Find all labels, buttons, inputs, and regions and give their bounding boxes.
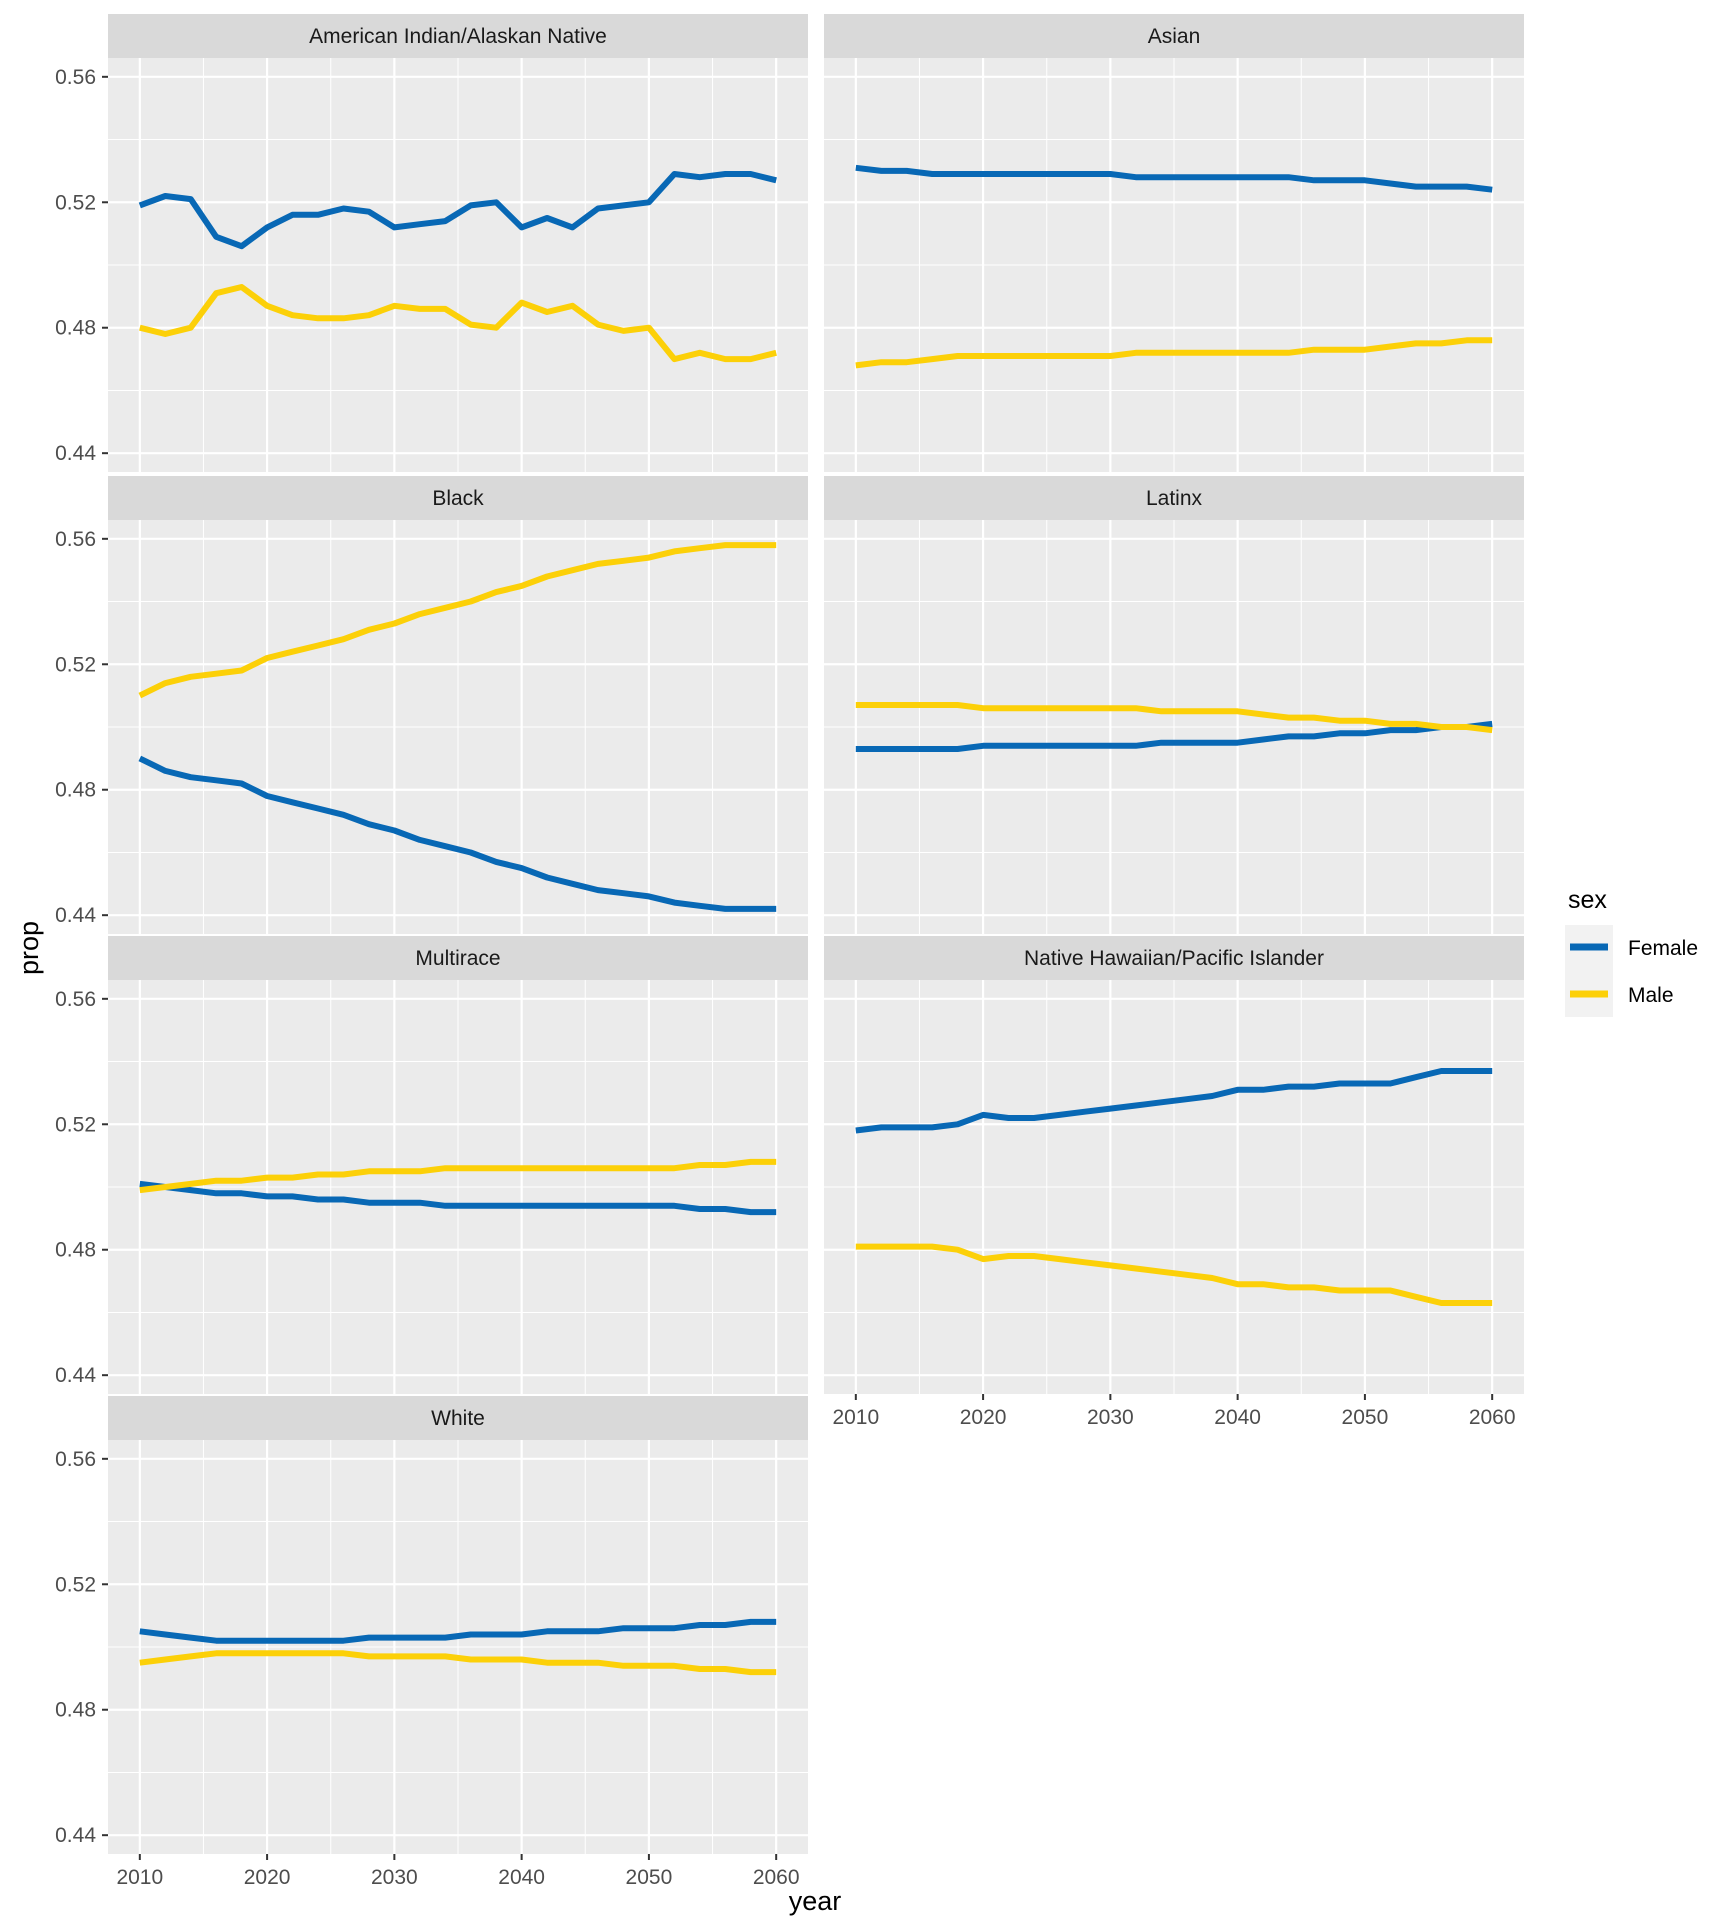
facet-strip [108, 476, 808, 520]
x-tick-label: 2040 [1214, 1406, 1261, 1429]
facet-multirace: Multirace 0.44 0.48 0.52 0.56 [55, 936, 808, 1394]
y-tick-label: 0.44 [55, 1824, 96, 1847]
series-line-female [138, 755, 777, 912]
x-axis-title: year [789, 1886, 842, 1916]
facet-title: Native Hawaiian/Pacific Islander [1024, 947, 1324, 970]
facet-american-indian-alaskan-native: American Indian/Alaskan Native 0.44 0.48 0.… [55, 14, 808, 472]
y-tick-label: 0.52 [55, 1573, 96, 1596]
series-line-male [855, 702, 1493, 734]
facet-latinx: Latinx [824, 476, 1524, 934]
series-line-female [855, 1068, 1493, 1134]
y-tick-label: 0.56 [55, 1448, 96, 1471]
series-line-male [139, 1650, 777, 1676]
x-tick-label: 2050 [626, 1866, 673, 1889]
facet-title: American Indian/Alaskan Native [309, 25, 607, 48]
facet-title: Black [432, 487, 484, 510]
y-tick-label: 0.56 [55, 528, 96, 551]
x-tick-label: 2020 [244, 1866, 291, 1889]
series-line-male [855, 1243, 1493, 1306]
x-tick-label: 2060 [1469, 1406, 1516, 1429]
y-tick-label: 0.52 [55, 191, 96, 214]
x-tick-label: 2020 [960, 1406, 1007, 1429]
series-line-male [139, 1158, 777, 1194]
series-line-female [138, 171, 777, 250]
x-tick-label: 2040 [498, 1866, 545, 1889]
facet-black: Black 0.44 0.48 0.52 0.56 [55, 476, 808, 934]
y-tick-label: 0.52 [55, 653, 96, 676]
legend-label-male: Male [1628, 984, 1674, 1007]
y-tick-label: 0.48 [55, 779, 96, 802]
series-line-female [855, 720, 1493, 752]
y-tick-label: 0.48 [55, 1699, 96, 1722]
x-tick-label: 2050 [1342, 1406, 1389, 1429]
y-tick-label: 0.48 [55, 1239, 96, 1262]
series-line-male [139, 284, 777, 363]
facet-strip [108, 1396, 808, 1440]
y-tick-label: 0.44 [55, 1364, 96, 1387]
y-tick-label: 0.56 [55, 66, 96, 89]
series-line-female [855, 164, 1493, 193]
legend: sex Female Male [1565, 886, 1698, 1017]
y-axis-title: prop [14, 921, 44, 975]
facet-asian: Asian [824, 14, 1524, 472]
y-tick-label: 0.52 [55, 1113, 96, 1136]
facet-title: Multirace [415, 947, 500, 970]
facet-white: White 0.44 0.48 0.52 0.56 2010 2020 2030 2040 205… [55, 1396, 808, 1889]
series-line-male [855, 337, 1493, 369]
legend-key-background [1565, 925, 1613, 1017]
facet-strip [108, 936, 808, 980]
legend-label-female: Female [1628, 937, 1698, 960]
series-line-female [139, 1180, 777, 1216]
facet-panels: American Indian/Alaskan Native 0.44 0.48 0.… [55, 14, 1524, 1889]
x-tick-label: 2060 [753, 1866, 800, 1889]
facet-title: Latinx [1146, 487, 1203, 510]
x-tick-label: 2010 [832, 1406, 879, 1429]
series-line-male [138, 542, 777, 699]
series-line-female [139, 1618, 777, 1644]
x-tick-label: 2030 [371, 1866, 418, 1889]
facet-strip [108, 14, 808, 58]
y-tick-label: 0.44 [55, 904, 96, 927]
legend-title: sex [1568, 886, 1607, 914]
facet-strip [824, 14, 1524, 58]
facet-strip [824, 936, 1524, 980]
x-tick-label: 2030 [1087, 1406, 1134, 1429]
y-tick-label: 0.44 [55, 442, 96, 465]
facet-native-hawaiian-pacific-islander: Native Hawaiian/Pacific Islander 2010 2020… [824, 936, 1524, 1429]
facet-strip [824, 476, 1524, 520]
facet-title: White [431, 1407, 485, 1430]
facet-title: Asian [1148, 25, 1201, 48]
y-tick-label: 0.56 [55, 988, 96, 1011]
y-tick-label: 0.48 [55, 317, 96, 340]
x-tick-label: 2010 [116, 1866, 163, 1889]
